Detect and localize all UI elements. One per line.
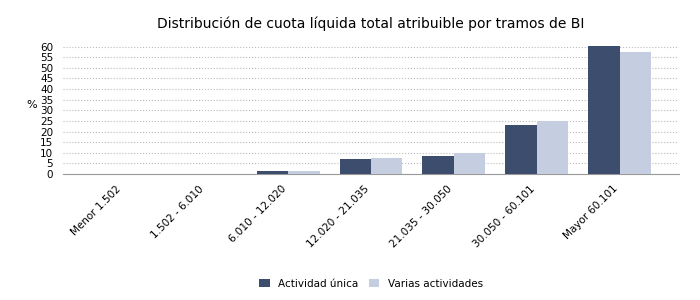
Y-axis label: %: % bbox=[27, 100, 37, 110]
Bar bbox=[505, 125, 537, 174]
Bar bbox=[371, 158, 402, 174]
Legend: Actividad única, Varias actividades: Actividad única, Varias actividades bbox=[260, 279, 482, 289]
Bar bbox=[257, 172, 288, 174]
Bar bbox=[288, 171, 320, 174]
Bar bbox=[588, 46, 620, 174]
Bar bbox=[454, 153, 485, 174]
Bar bbox=[620, 52, 651, 174]
Title: Distribución de cuota líquida total atribuible por tramos de BI: Distribución de cuota líquida total atri… bbox=[158, 16, 584, 31]
Bar bbox=[340, 159, 371, 174]
Bar bbox=[537, 121, 568, 174]
Bar bbox=[422, 156, 454, 174]
